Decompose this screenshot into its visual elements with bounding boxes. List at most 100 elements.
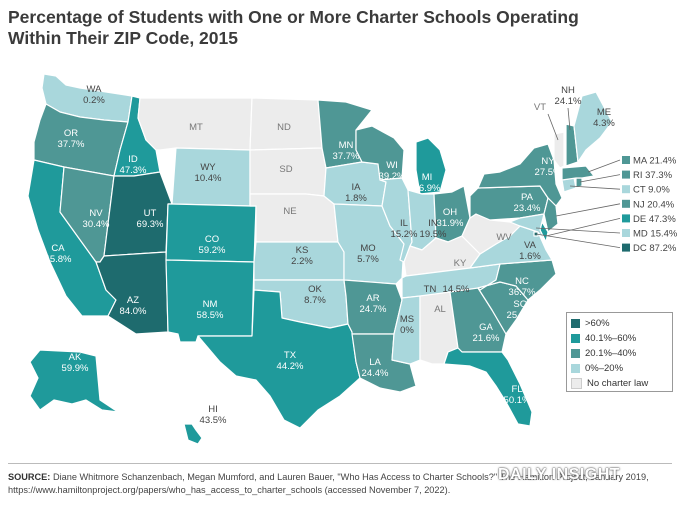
state-label-ca: CA (51, 243, 65, 254)
state-value-ga: 21.6% (473, 333, 500, 344)
state-label-al: AL (434, 304, 446, 315)
leader-ri (579, 174, 621, 183)
leader-de (545, 218, 621, 237)
state-value-wa: 0.2% (83, 95, 105, 106)
legend-swatch (571, 377, 582, 389)
state-value-ok: 8.7% (304, 295, 326, 306)
state-label-nc: NC (515, 276, 529, 287)
state-ma (561, 165, 595, 181)
state-value-nh: 24.1% (555, 96, 582, 107)
callout-ct: CT 9.0% (633, 185, 670, 196)
state-label-ks: KS (296, 245, 309, 256)
callout-ri: RI 37.3% (633, 170, 673, 181)
divider (8, 463, 672, 464)
state-mi (415, 137, 447, 195)
leader-ct (569, 185, 621, 190)
state-label-ga: GA (479, 322, 493, 333)
watermark-logo: DAILY INSIGHT (498, 466, 621, 483)
state-hi (183, 423, 203, 445)
state-value-ks: 2.2% (291, 256, 313, 267)
state-value-mn: 37.7% (333, 151, 360, 162)
state-label-in: IN (428, 218, 438, 229)
state-label-ky: KY (454, 258, 467, 269)
state-label-ar: AR (366, 293, 379, 304)
state-value-va: 1.6% (519, 251, 541, 262)
state-value-tx: 44.2% (277, 361, 304, 372)
state-label-sc: SC (513, 299, 526, 310)
legend-item: 40.1%–60% (571, 331, 672, 346)
state-label-la: LA (369, 357, 381, 368)
state-value-oh: 31.9% (437, 218, 464, 229)
state-value-sc: 25.4% (507, 310, 534, 321)
legend-label: 20.1%–40% (585, 347, 637, 359)
leader-nj (555, 203, 621, 217)
leader-ma (587, 159, 621, 173)
state-label-ia: IA (352, 182, 362, 193)
state-label-mo: MO (360, 243, 375, 254)
state-label-wa: WA (87, 84, 103, 95)
legend-item: 20.1%–40% (571, 346, 672, 361)
source-text-1: Diane Whitmore Schanzenbach, Megan Mumfo… (52, 472, 649, 482)
legend-item: 0%–20% (571, 361, 672, 376)
legend-label: >60% (585, 317, 610, 329)
state-label-ne: NE (283, 206, 296, 217)
state-value-az: 84.0% (120, 306, 147, 317)
state-label-mi: MI (422, 172, 433, 183)
state-label-hi: HI (208, 404, 218, 415)
state-vt (553, 131, 565, 169)
source-label: SOURCE: (8, 472, 51, 482)
state-tx (197, 289, 361, 429)
state-value-co: 59.2% (199, 245, 226, 256)
state-label-nv: NV (89, 208, 103, 219)
legend-label: 40.1%–60% (585, 332, 637, 344)
swatch-nj (622, 199, 630, 208)
state-label-nm: NM (203, 299, 218, 310)
state-value-il: 15.2% (391, 229, 418, 240)
swatch-ma (622, 156, 630, 164)
map-legend: >60% 40.1%–60% 20.1%–40% 0%–20% No charter l… (566, 312, 673, 392)
state-value-wy: 10.4% (195, 173, 222, 184)
legend-item: No charter law (571, 376, 672, 391)
title-line-2: Within Their ZIP Code, 2015 (8, 28, 238, 48)
state-value-ca: 45.8% (45, 254, 72, 265)
state-value-id: 47.3% (120, 165, 147, 176)
state-value-ny: 27.5% (535, 167, 562, 178)
state-label-oh: OH (443, 207, 457, 218)
state-nc (477, 259, 557, 301)
legend-swatch (571, 318, 580, 328)
state-nm (165, 259, 255, 343)
state-fl (443, 347, 533, 427)
state-label-nd: ND (277, 122, 291, 133)
leader-dc (535, 233, 621, 248)
state-label-vt: VT (534, 102, 546, 113)
source-note: SOURCE: Diane Whitmore Schanzenbach, Meg… (8, 471, 673, 497)
state-value-me: 4.3% (593, 118, 615, 129)
state-label-ny: NY (541, 156, 555, 167)
leader-nh (567, 107, 571, 131)
state-value-ut: 69.3% (137, 219, 164, 230)
state-value-nm: 58.5% (197, 310, 224, 321)
leader-vt (547, 113, 559, 141)
title-line-1: Percentage of Students with One or More … (8, 7, 579, 27)
state-md (509, 213, 547, 243)
state-value-tn: 14.5% (443, 284, 470, 295)
state-label-wv: WV (496, 232, 512, 243)
state-ne (249, 193, 339, 243)
swatch-ct (622, 185, 630, 194)
callout-ma: MA 21.4% (633, 156, 677, 167)
state-label-ms: MS (400, 314, 414, 325)
callout-nj: NJ 20.4% (633, 199, 675, 210)
state-label-mt: MT (189, 122, 203, 133)
state-label-wi: WI (386, 160, 398, 171)
state-value-or: 37.7% (58, 139, 85, 150)
legend-swatch (571, 333, 580, 343)
state-value-wi: 39.2% (379, 171, 406, 182)
swatch-de (622, 214, 630, 223)
state-label-az: AZ (127, 295, 139, 306)
state-value-in: 19.5% (420, 229, 447, 240)
state-label-nh: NH (561, 85, 575, 96)
state-value-nc: 36.7% (509, 287, 536, 298)
legend-label: No charter law (587, 377, 649, 389)
state-value-ms: 0% (400, 325, 414, 336)
